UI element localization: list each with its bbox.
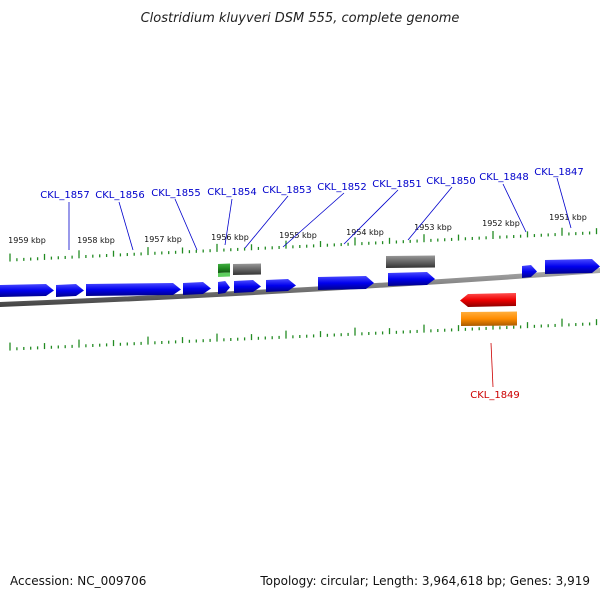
tick-labels: 1959 kbp 1958 kbp 1957 kbp 1956 kbp 1955 kbp…	[8, 213, 587, 245]
gene-label: CKL_1855	[151, 188, 201, 199]
label-leader-line	[282, 192, 345, 248]
accession-text: Accession: NC_009706	[10, 574, 147, 588]
gene-label: CKL_1851	[372, 179, 422, 190]
tick-label: 1959 kbp	[8, 236, 46, 245]
gene-ckl-1847	[545, 259, 600, 274]
tick-row-top	[9, 227, 598, 262]
gene-ckl-1849	[460, 293, 516, 307]
orange-feature	[461, 311, 517, 326]
label-leader-line	[174, 198, 198, 251]
green-feature-shade	[218, 272, 230, 277]
gene-ckl-1847a	[522, 265, 537, 278]
gene-ckl-1848	[388, 272, 435, 286]
genome-backbone	[0, 268, 600, 307]
gene-label: CKL_1848	[479, 172, 529, 183]
tick-label: 1955 kbp	[279, 231, 317, 240]
gene-ckl-1856	[56, 284, 84, 297]
label-leader-line	[343, 189, 399, 245]
gene-label: CKL_1850	[426, 176, 476, 187]
gene-ckl-1854	[183, 282, 211, 295]
gene-ckl-1857	[0, 284, 54, 297]
map-title: Clostridium kluyveri DSM 555, complete g…	[141, 11, 460, 26]
tick-label: 1957 kbp	[144, 235, 182, 244]
gene-label: CKL_1852	[317, 182, 367, 193]
grey-feature	[233, 263, 261, 275]
tick-label: 1958 kbp	[77, 236, 115, 245]
grey-feature	[386, 255, 435, 268]
green-feature	[218, 263, 230, 273]
label-leader-line	[118, 201, 134, 251]
label-leader-line	[502, 183, 527, 233]
gene-labels: CKL_1857 CKL_1856 CKL_1855 CKL_1854 CKL_1853…	[40, 167, 584, 401]
label-leader-line	[244, 195, 289, 249]
gene-features	[0, 255, 600, 326]
gene-label: CKL_1857	[40, 190, 90, 201]
gene-label: CKL_1854	[207, 187, 257, 198]
topology-text: Topology: circular; Length: 3,964,618 bp…	[260, 574, 590, 588]
gene-label: CKL_1849	[470, 390, 520, 401]
tick-label: 1956 kbp	[211, 233, 249, 242]
gene-ckl-1851	[266, 279, 296, 292]
label-leader-line	[407, 186, 453, 241]
gene-ckl-1855	[86, 283, 181, 296]
gene-ckl-1853	[218, 281, 230, 294]
tick-label: 1952 kbp	[482, 219, 520, 228]
label-leader-line	[224, 198, 233, 246]
gene-ckl-1852	[234, 280, 261, 293]
gene-label: CKL_1856	[95, 190, 145, 201]
label-leader-lines	[68, 177, 572, 388]
tick-label: 1954 kbp	[346, 228, 384, 237]
gene-ckl-1850	[318, 276, 374, 290]
label-leader-line	[490, 342, 494, 388]
gene-label: CKL_1853	[262, 185, 312, 196]
gene-label: CKL_1847	[534, 167, 584, 178]
tick-label: 1953 kbp	[414, 223, 452, 232]
tick-row-bottom	[9, 318, 598, 351]
label-leader-line	[556, 177, 572, 229]
